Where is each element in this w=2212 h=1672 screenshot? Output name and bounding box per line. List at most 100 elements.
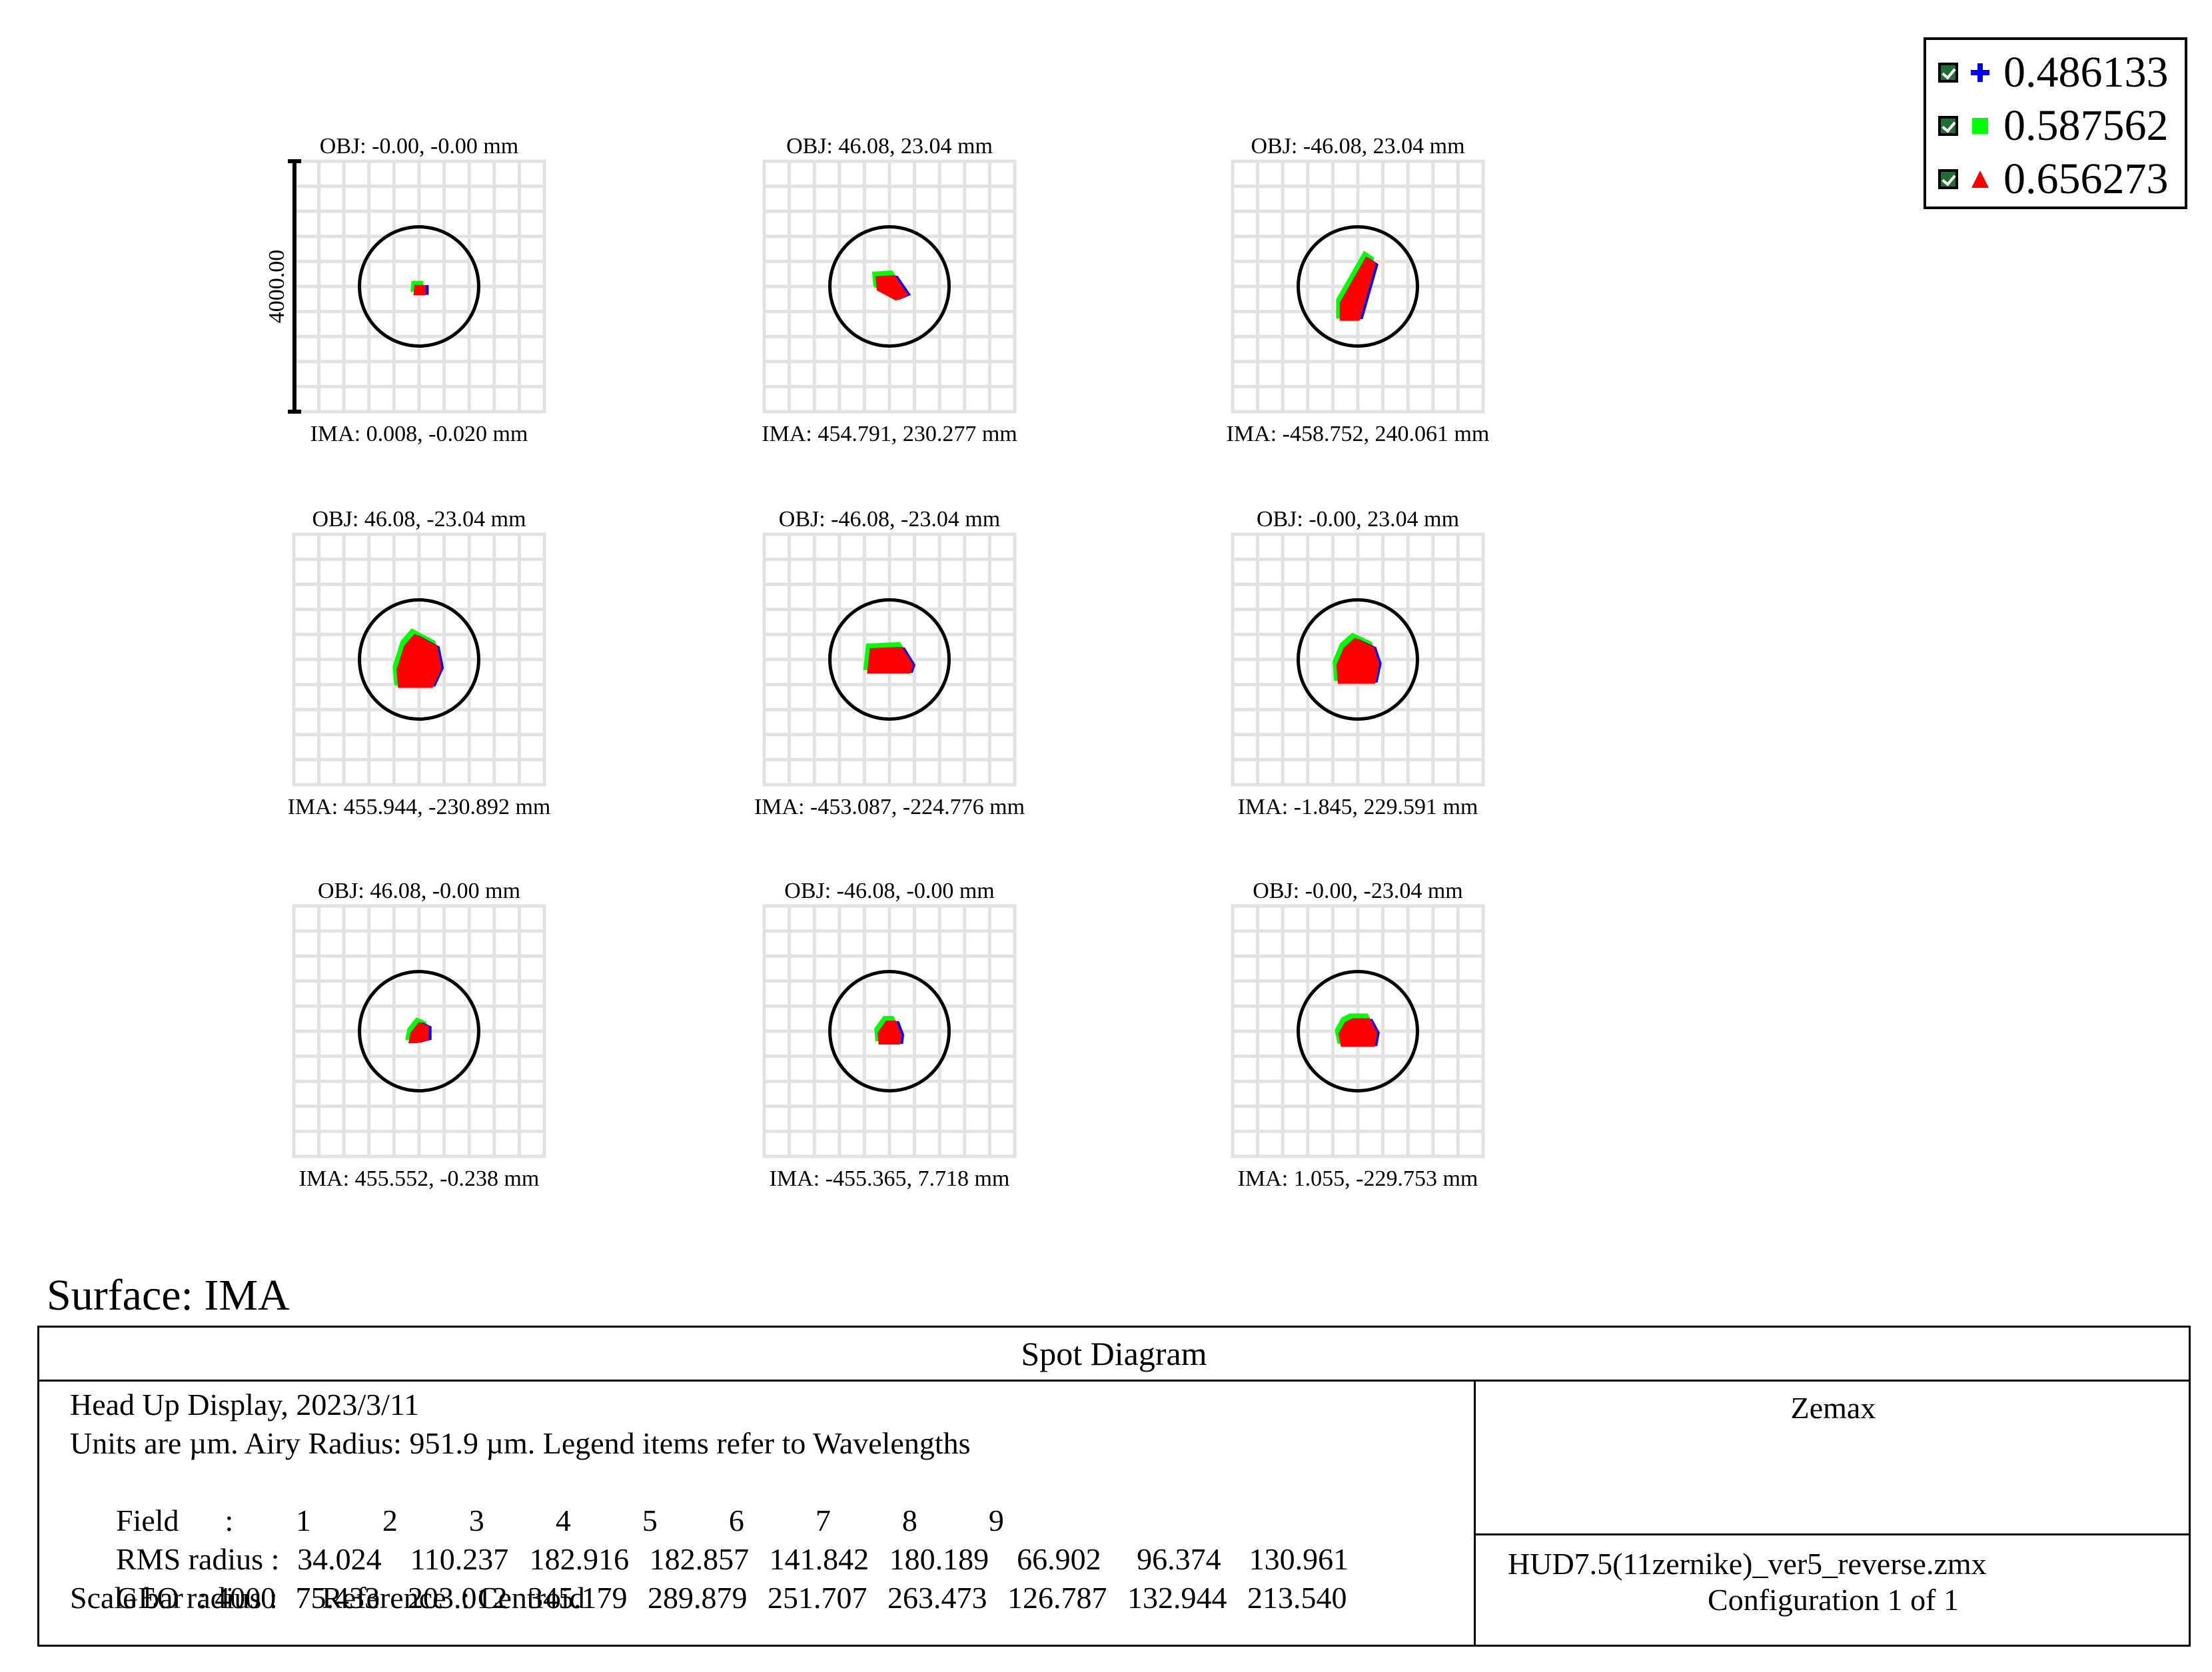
legend-entry-3[interactable]: 0.656273 <box>1938 156 2169 203</box>
field-value-3: 3 <box>468 1503 484 1537</box>
field-row: Field : 1 2 3 4 5 6 7 8 9 <box>70 1463 1039 1579</box>
ima-label: IMA: 454.791, 230.277 mm <box>762 422 1017 446</box>
spot-cell-2: OBJ: 46.08, 23.04 mm IMA: 454.791, 230.27… <box>762 134 1017 446</box>
spot-cell-5: OBJ: -46.08, -23.04 mm IMA: -453.087, -22… <box>754 507 1025 819</box>
geo-value-6: 263.473 <box>887 1581 987 1615</box>
info-line-date: Head Up Display, 2023/3/11 <box>70 1388 420 1422</box>
legend: 0.486133 0.587562 0.656273 <box>1924 37 2187 209</box>
diagram-title: Spot Diagram <box>39 1328 2189 1382</box>
square-marker-icon <box>1972 118 1988 134</box>
info-panel: Head Up Display, 2023/3/11 Units are µm.… <box>39 1382 1476 1647</box>
geo-label: GEO radius : <box>116 1581 278 1615</box>
field-value-2: 2 <box>382 1503 398 1537</box>
spot-cell-7: OBJ: 46.08, -0.00 mm IMA: 455.552, -0.238… <box>292 879 546 1191</box>
field-label: Field : <box>116 1503 234 1537</box>
airy-circle <box>358 225 480 348</box>
geo-value-8: 132.944 <box>1127 1581 1227 1615</box>
airy-circle <box>828 970 951 1092</box>
geo-value-4: 289.879 <box>648 1581 748 1615</box>
spot-series-0.656273 <box>867 646 913 673</box>
spot-diagram-plot: OBJ: -0.00, -0.00 mm IMA: 0.008, -0.020 m… <box>265 134 1490 1191</box>
geo-value-3: 345.179 <box>528 1581 628 1615</box>
geo-row: GEO radius : 75.433 203.012 345.179 289.879 2… <box>70 1540 1357 1656</box>
geo-value-9: 213.540 <box>1247 1581 1347 1615</box>
triangle-marker-icon <box>1971 171 1989 188</box>
rms-value-2: 110.237 <box>410 1542 509 1576</box>
airy-circle <box>1297 598 1419 721</box>
field-value-5: 5 <box>642 1503 658 1537</box>
scale-bar: 4000.00 <box>265 159 301 414</box>
obj-label: OBJ: -0.00, -0.00 mm <box>320 134 518 159</box>
cross-marker-icon <box>1971 63 1989 82</box>
obj-label: OBJ: 46.08, -23.04 mm <box>312 507 526 532</box>
rms-value-5: 141.842 <box>769 1542 869 1576</box>
airy-circle <box>1297 970 1419 1092</box>
brand: Zemax <box>1476 1382 2191 1535</box>
airy-circle <box>828 225 951 348</box>
legend-label: 0.656273 <box>2003 155 2169 203</box>
ima-label: IMA: -1.845, 229.591 mm <box>1238 795 1478 819</box>
ima-label: IMA: 1.055, -229.753 mm <box>1238 1166 1478 1191</box>
surface-label: Surface: IMA <box>47 1271 290 1320</box>
ima-label: IMA: -453.087, -224.776 mm <box>754 795 1025 819</box>
obj-label: OBJ: 46.08, -0.00 mm <box>318 879 520 903</box>
airy-circle <box>828 598 951 721</box>
obj-label: OBJ: 46.08, 23.04 mm <box>786 134 993 159</box>
field-value-8: 8 <box>901 1503 917 1537</box>
rms-value-7: 66.902 <box>1017 1542 1101 1576</box>
legend-entry-1[interactable]: 0.486133 <box>1938 49 2169 96</box>
ima-label: IMA: -458.752, 240.061 mm <box>1227 422 1490 446</box>
geo-value-5: 251.707 <box>768 1581 867 1615</box>
obj-label: OBJ: -46.08, 23.04 mm <box>1251 134 1464 159</box>
rms-value-9: 130.961 <box>1249 1542 1349 1576</box>
rms-value-8: 96.374 <box>1137 1542 1221 1576</box>
geo-value-2: 203.012 <box>408 1581 508 1615</box>
rms-value-6: 180.189 <box>889 1542 989 1576</box>
field-value-4: 4 <box>555 1503 571 1537</box>
ima-label: IMA: 455.944, -230.892 mm <box>288 795 551 819</box>
spot-cell-4: OBJ: 46.08, -23.04 mm IMA: 455.944, -230.… <box>288 507 551 819</box>
info-line-units: Units are µm. Airy Radius: 951.9 µm. Leg… <box>70 1426 971 1460</box>
airy-circle <box>1297 225 1419 348</box>
geo-value-7: 126.787 <box>1007 1581 1107 1615</box>
rms-label: RMS radius : <box>116 1542 280 1576</box>
field-value-9: 9 <box>988 1503 1004 1537</box>
spot-series-0.656273 <box>877 1021 901 1045</box>
configuration: Configuration 1 of 1 <box>1708 1583 1959 1617</box>
spot-cell-8: OBJ: -46.08, -0.00 mm IMA: -455.365, 7.71… <box>762 879 1017 1191</box>
field-value-1: 1 <box>295 1503 311 1537</box>
info-box: Spot Diagram Head Up Display, 2023/3/11 … <box>37 1326 2191 1647</box>
spot-series-0.656273 <box>396 633 442 688</box>
ima-label: IMA: -455.365, 7.718 mm <box>770 1166 1010 1191</box>
checkbox-icon[interactable] <box>1938 116 1958 136</box>
rms-value-4: 182.857 <box>649 1542 750 1576</box>
obj-label: OBJ: -0.00, 23.04 mm <box>1257 507 1459 532</box>
spot-cell-9: OBJ: -0.00, -23.04 mm IMA: 1.055, -229.75… <box>1231 879 1485 1191</box>
file-name: HUD7.5(11zernike)_ver5_reverse.zmx <box>1508 1547 1987 1581</box>
field-value-6: 6 <box>728 1503 744 1537</box>
checkbox-icon[interactable] <box>1938 63 1958 83</box>
file-info: HUD7.5(11zernike)_ver5_reverse.zmx Confi… <box>1476 1535 2191 1647</box>
airy-circle <box>358 598 480 721</box>
obj-label: OBJ: -46.08, -0.00 mm <box>784 879 994 903</box>
legend-entry-2[interactable]: 0.587562 <box>1938 103 2169 149</box>
rms-value-1: 34.024 <box>297 1542 382 1576</box>
checkbox-icon[interactable] <box>1938 169 1958 189</box>
spot-series-0.656273 <box>1336 637 1380 684</box>
obj-label: OBJ: -0.00, -23.04 mm <box>1253 879 1462 903</box>
legend-label: 0.486133 <box>2003 48 2169 97</box>
rms-value-3: 182.916 <box>529 1542 630 1576</box>
scale-bar-label: 4000.00 <box>265 250 289 324</box>
spot-series-0.656273 <box>1339 256 1377 321</box>
spot-cell-6: OBJ: -0.00, 23.04 mm IMA: -1.845, 229.591… <box>1231 507 1485 819</box>
obj-label: OBJ: -46.08, -23.04 mm <box>779 507 1000 532</box>
ima-label: IMA: 455.552, -0.238 mm <box>299 1166 540 1191</box>
spot-series-0.656273 <box>875 274 909 301</box>
spot-series-0.656273 <box>413 284 426 296</box>
field-value-7: 7 <box>815 1503 831 1537</box>
spot-cell-1: OBJ: -0.00, -0.00 mm IMA: 0.008, -0.020 m… <box>292 134 546 446</box>
rms-row: RMS radius : 34.024 110.237 182.916 182.857 1… <box>70 1501 1359 1617</box>
geo-value-1: 75.433 <box>295 1581 380 1615</box>
scale-line: Scale bar : 4000 Reference : Centroid <box>70 1581 585 1615</box>
spot-series-0.656273 <box>408 1021 429 1044</box>
